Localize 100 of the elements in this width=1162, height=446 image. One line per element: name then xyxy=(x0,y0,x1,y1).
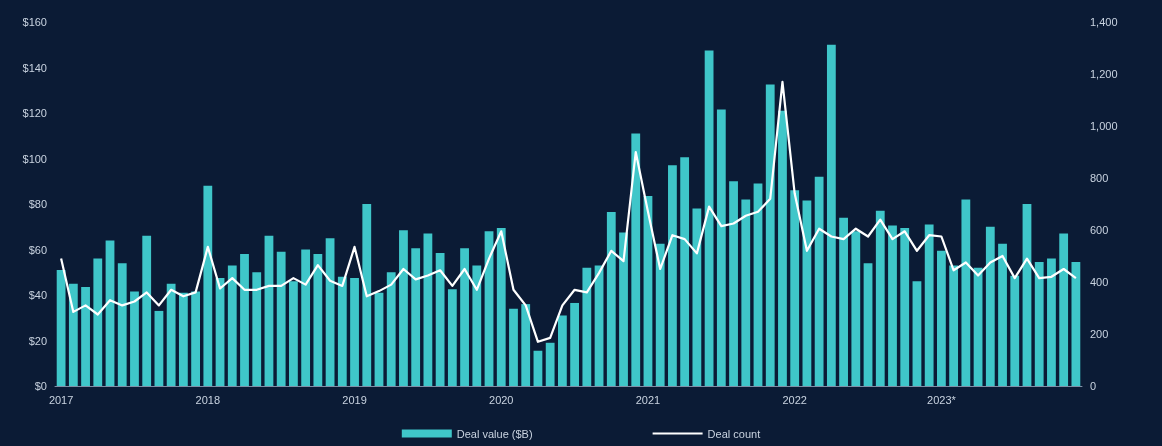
y-tick-label: $60 xyxy=(28,243,47,256)
bar xyxy=(191,291,200,386)
bar xyxy=(949,265,959,386)
bar xyxy=(888,225,897,386)
bar xyxy=(178,292,188,386)
bar xyxy=(68,283,78,386)
bar xyxy=(875,210,885,386)
bar xyxy=(1047,258,1056,386)
y2-tick-label: 400 xyxy=(1090,276,1109,288)
x-tick-label: 2018 xyxy=(195,393,221,406)
bar xyxy=(313,254,323,386)
bar xyxy=(863,263,873,386)
y-tick-label: $20 xyxy=(28,334,47,347)
bar xyxy=(460,248,469,386)
bar xyxy=(998,243,1007,386)
bar xyxy=(142,235,152,386)
bar xyxy=(826,44,836,386)
line-series xyxy=(60,80,1077,343)
bar xyxy=(435,252,445,386)
y2-tick-label: 1,200 xyxy=(1090,68,1118,80)
bar xyxy=(81,287,90,386)
y-tick-label: $140 xyxy=(22,61,47,74)
legend-label: Deal count xyxy=(707,427,761,440)
bar xyxy=(606,211,616,386)
bar xyxy=(680,157,690,386)
x-tick-label: 2023* xyxy=(927,393,957,406)
y2-tick-label: 1,400 xyxy=(1090,16,1118,28)
y-tick-label: $80 xyxy=(28,198,47,210)
bar xyxy=(472,265,482,386)
bar xyxy=(729,181,738,386)
bar xyxy=(924,224,934,386)
y-tick-label: $160 xyxy=(22,16,47,28)
bar xyxy=(252,272,262,386)
x-tick-label: 2019 xyxy=(342,393,367,406)
bar xyxy=(154,310,164,386)
x-tick-label: 2020 xyxy=(489,393,514,406)
bar xyxy=(386,272,396,386)
bar xyxy=(117,263,127,386)
bar xyxy=(1059,233,1069,386)
bar xyxy=(301,249,311,386)
bar xyxy=(411,248,421,386)
bar xyxy=(668,165,677,386)
bar xyxy=(521,304,531,386)
bar xyxy=(778,110,787,386)
bar xyxy=(289,281,298,386)
bar xyxy=(362,204,372,386)
bar xyxy=(93,258,103,386)
bar xyxy=(851,231,861,386)
bar xyxy=(240,254,249,386)
bar xyxy=(130,291,139,386)
bar xyxy=(227,265,237,386)
bar xyxy=(545,342,555,386)
bar xyxy=(937,250,946,386)
bar xyxy=(900,227,910,386)
bar xyxy=(350,277,359,386)
x-tick-label: 2017 xyxy=(48,393,74,406)
bar xyxy=(839,217,848,386)
y2-tick-label: 800 xyxy=(1090,172,1109,184)
y2-tick-label: 200 xyxy=(1090,328,1109,340)
y-tick-label: $100 xyxy=(22,152,47,165)
bar xyxy=(912,281,922,386)
bar xyxy=(56,269,66,386)
y-tick-label: $0 xyxy=(34,380,47,392)
bar xyxy=(765,84,775,386)
bar xyxy=(570,302,580,386)
bar xyxy=(496,227,506,386)
bar xyxy=(655,243,665,386)
bar xyxy=(1071,262,1081,386)
bar xyxy=(814,176,824,386)
bar xyxy=(533,350,543,386)
bar xyxy=(423,233,433,386)
bar xyxy=(203,185,213,386)
bar xyxy=(985,226,995,386)
bar xyxy=(557,315,567,386)
y-tick-label: $40 xyxy=(28,289,47,301)
bar xyxy=(704,50,714,386)
y-tick-label: $120 xyxy=(22,107,47,119)
bar xyxy=(961,199,971,386)
bar xyxy=(619,232,628,386)
bar xyxy=(337,276,347,386)
legend-label: Deal value ($B) xyxy=(456,427,533,440)
bar xyxy=(276,251,286,386)
x-tick-label: 2021 xyxy=(635,393,661,406)
y2-tick-label: 600 xyxy=(1090,224,1109,236)
bar xyxy=(741,199,751,386)
bar xyxy=(631,133,641,386)
bar xyxy=(399,230,408,386)
bar xyxy=(716,109,726,386)
bar xyxy=(692,208,702,386)
bar xyxy=(374,292,384,386)
bar xyxy=(790,190,800,386)
bar xyxy=(509,308,518,386)
y2-tick-label: 1,000 xyxy=(1090,120,1118,132)
bar xyxy=(166,283,176,386)
bar xyxy=(582,267,592,386)
bar xyxy=(447,289,457,386)
y2-tick-label: 0 xyxy=(1090,380,1097,392)
bar xyxy=(1034,262,1044,386)
x-tick-label: 2022 xyxy=(782,393,807,406)
bar xyxy=(1010,275,1020,386)
